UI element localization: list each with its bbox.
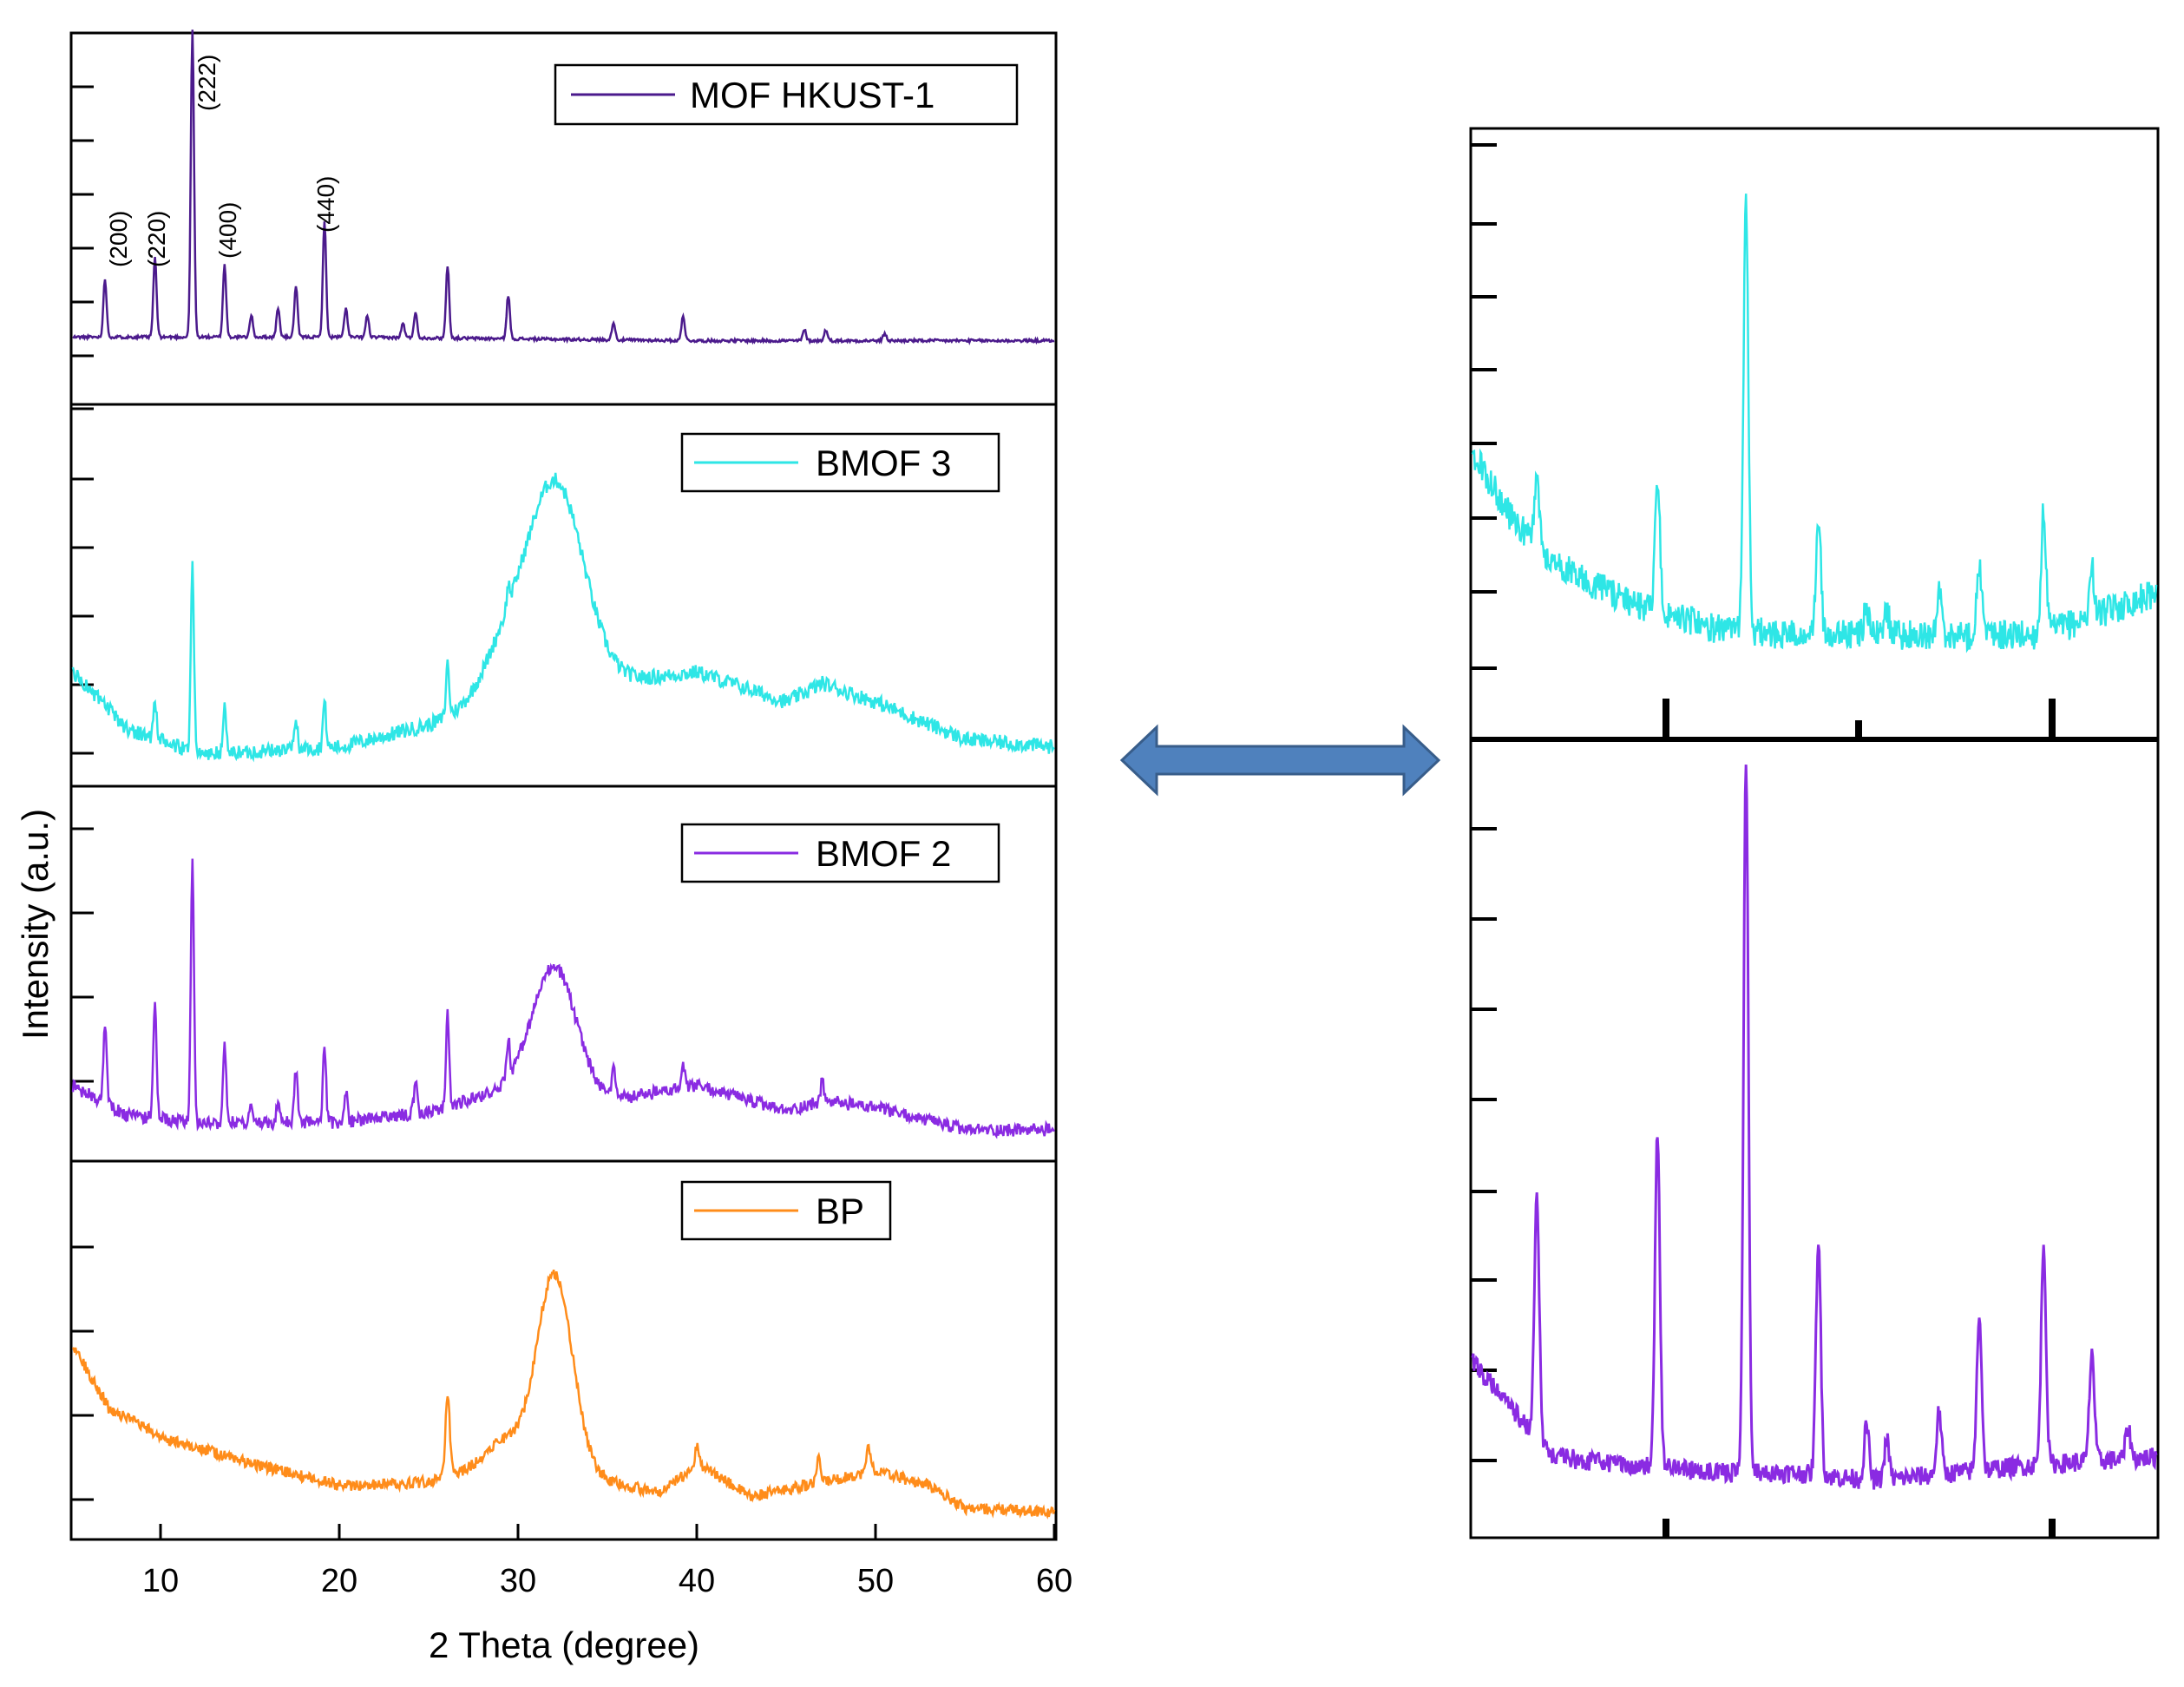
x-axis-label: 2 Theta (degree) bbox=[429, 1625, 699, 1665]
x-tick-label: 40 bbox=[679, 1563, 715, 1599]
x-tick-label: 50 bbox=[857, 1563, 894, 1599]
double-arrow-icon bbox=[1119, 724, 1441, 797]
peak-annotation-440: (440) bbox=[312, 176, 339, 233]
left-stack: 10 20 30 40 50 60 2 Theta (degree) Inten… bbox=[15, 30, 1072, 1665]
series-line-bp bbox=[71, 1269, 1056, 1520]
series-line-bmof2 bbox=[71, 858, 1056, 1139]
legend-label-mof: MOF HKUST-1 bbox=[690, 75, 935, 115]
legend-bp: BP bbox=[680, 1180, 892, 1241]
x-tick-label: 30 bbox=[500, 1563, 536, 1599]
legend-mof: MOF HKUST-1 bbox=[554, 63, 1019, 126]
x-ticks-right-stack bbox=[1663, 699, 2056, 1538]
legend-bmof2: BMOF 2 bbox=[680, 823, 1000, 883]
zoom-panel-bmof3-frame bbox=[1469, 127, 2160, 741]
peak-annotation-200: (200) bbox=[105, 211, 132, 267]
legend-label-bp: BP bbox=[816, 1191, 864, 1231]
legend-label-bmof3: BMOF 3 bbox=[816, 443, 951, 483]
x-tick-label: 60 bbox=[1036, 1563, 1072, 1599]
x-tick-label: 20 bbox=[321, 1563, 357, 1599]
x-tick-labels: 10 20 30 40 50 60 bbox=[142, 1563, 1072, 1599]
peak-annotation-400: (400) bbox=[214, 202, 241, 259]
y-ticks-left-stack bbox=[71, 85, 94, 1501]
x-tick-label: 10 bbox=[142, 1563, 179, 1599]
zoom-series-line-bmof2 bbox=[1471, 765, 2158, 1490]
peak-annotation-222: (222) bbox=[193, 55, 220, 111]
peak-annotations: (200) (220) (222) (400) (440) bbox=[105, 55, 339, 267]
panel-bp-frame bbox=[69, 1159, 1058, 1541]
y-ticks-right-stack bbox=[1471, 143, 1497, 1462]
y-axis-label: Intensity (a.u.) bbox=[15, 809, 56, 1040]
peak-annotation-220: (220) bbox=[143, 211, 170, 267]
zoom-series-line-bmof3 bbox=[1471, 194, 2158, 653]
series-line-bmof3 bbox=[71, 472, 1055, 763]
series-line-mof-hkust-1 bbox=[72, 30, 1055, 346]
x-ticks-left-stack bbox=[159, 1524, 1056, 1539]
legend-label-bmof2: BMOF 2 bbox=[816, 833, 951, 874]
legend-bmof3: BMOF 3 bbox=[680, 432, 1000, 493]
right-zoom-stack bbox=[1469, 127, 2160, 1539]
